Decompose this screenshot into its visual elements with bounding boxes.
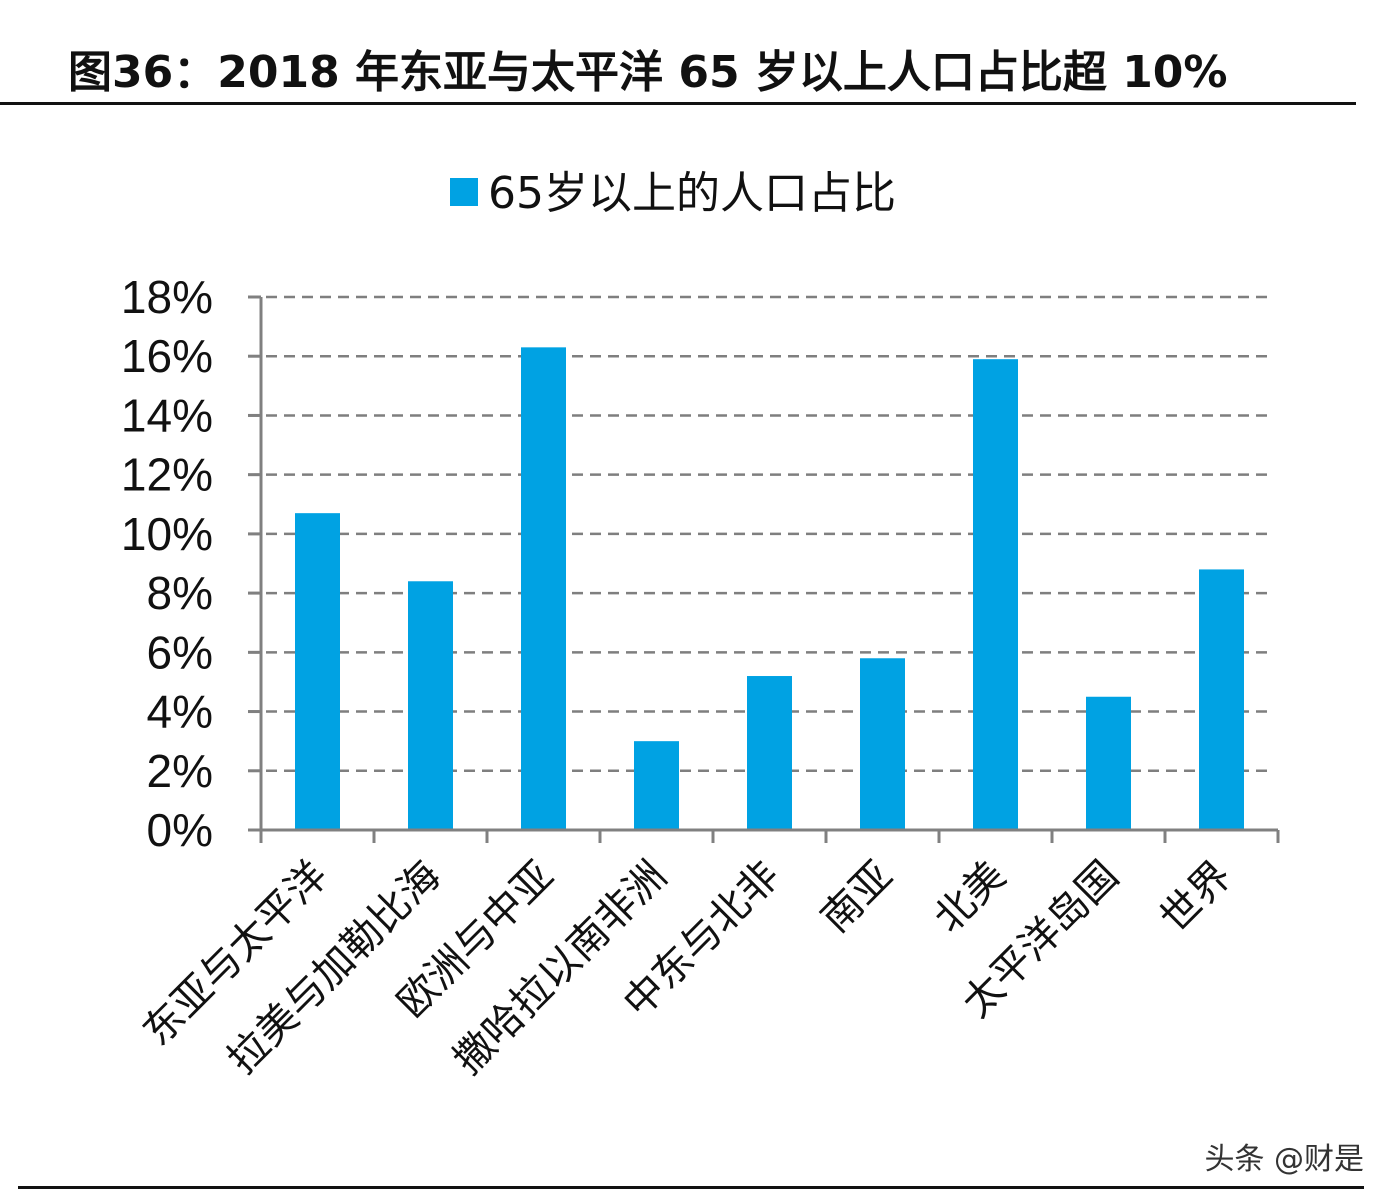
y-tick-labels: 0% 2% 4% 6% 8% 10% 12% 14% 16% 18%: [121, 271, 213, 856]
x-category-label: 南亚: [812, 853, 901, 942]
bar-4: [634, 741, 679, 830]
y-tick-label: 18%: [121, 271, 213, 323]
x-category-labels: 东亚与太平洋拉美与加勒比海欧洲与中亚撒哈拉以南非洲中东与北非 南亚 北美太平洋岛国世…: [134, 853, 1240, 1084]
x-category-label: 世界: [1151, 853, 1240, 942]
y-tick-label: 0%: [147, 804, 213, 856]
bar-2: [408, 581, 453, 830]
y-tick-label: 2%: [147, 745, 213, 797]
legend: 65岁以上的人口占比: [450, 168, 896, 219]
bar-6: [860, 658, 905, 830]
watermark: 头条 @财是: [1204, 1142, 1364, 1177]
y-tick-label: 16%: [121, 330, 213, 382]
x-category-label: 北美: [925, 853, 1014, 942]
bar-7: [973, 359, 1018, 830]
bottom-divider: [18, 1186, 1364, 1189]
y-tick-label: 10%: [121, 508, 213, 560]
y-tick-label: 12%: [121, 449, 213, 501]
y-tick-label: 6%: [147, 626, 213, 678]
legend-label: 65岁以上的人口占比: [488, 168, 896, 219]
bar-9: [1199, 569, 1244, 830]
figure-title: 图36：2018 年东亚与太平洋 65 岁以上人口占比超 10%: [68, 47, 1228, 98]
y-tick-label: 14%: [121, 389, 213, 441]
bar-1: [295, 513, 340, 830]
title-divider: [0, 102, 1356, 105]
bars: [295, 347, 1244, 830]
bar-3: [521, 347, 566, 830]
bar-5: [747, 676, 792, 830]
y-tick-label: 4%: [147, 686, 213, 738]
legend-swatch: [450, 178, 478, 206]
y-tick-label: 8%: [147, 567, 213, 619]
bar-8: [1086, 696, 1131, 830]
axes: [248, 295, 1280, 843]
